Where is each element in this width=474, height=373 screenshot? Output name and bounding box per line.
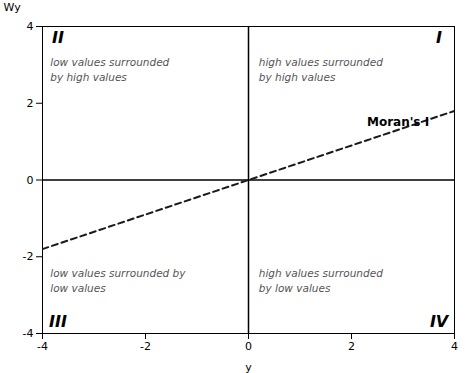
svg-text:4: 4 <box>27 20 34 33</box>
svg-text:I: I <box>436 28 442 47</box>
svg-text:II: II <box>52 28 64 47</box>
svg-text:0: 0 <box>27 174 34 187</box>
svg-text:Moran's I: Moran's I <box>367 115 429 129</box>
svg-text:4: 4 <box>451 340 458 353</box>
svg-text:high values surroundedby high: high values surroundedby high values <box>259 56 383 83</box>
svg-text:-2: -2 <box>23 250 34 263</box>
svg-text:y: y <box>245 361 252 373</box>
svg-text:IV: IV <box>430 312 450 331</box>
svg-text:III: III <box>49 312 67 331</box>
svg-text:high values surroundedby low v: high values surroundedby low values <box>259 267 383 294</box>
svg-text:-4: -4 <box>23 327 34 340</box>
svg-text:-4: -4 <box>37 340 48 353</box>
svg-text:low values surroundedby high v: low values surroundedby high values <box>50 56 169 83</box>
svg-text:Wy: Wy <box>4 1 22 14</box>
svg-text:-2: -2 <box>140 340 151 353</box>
svg-text:2: 2 <box>348 340 355 353</box>
svg-text:2: 2 <box>27 97 34 110</box>
svg-text:low values surrounded bylow va: low values surrounded bylow values <box>50 267 186 294</box>
svg-text:0: 0 <box>245 340 252 353</box>
